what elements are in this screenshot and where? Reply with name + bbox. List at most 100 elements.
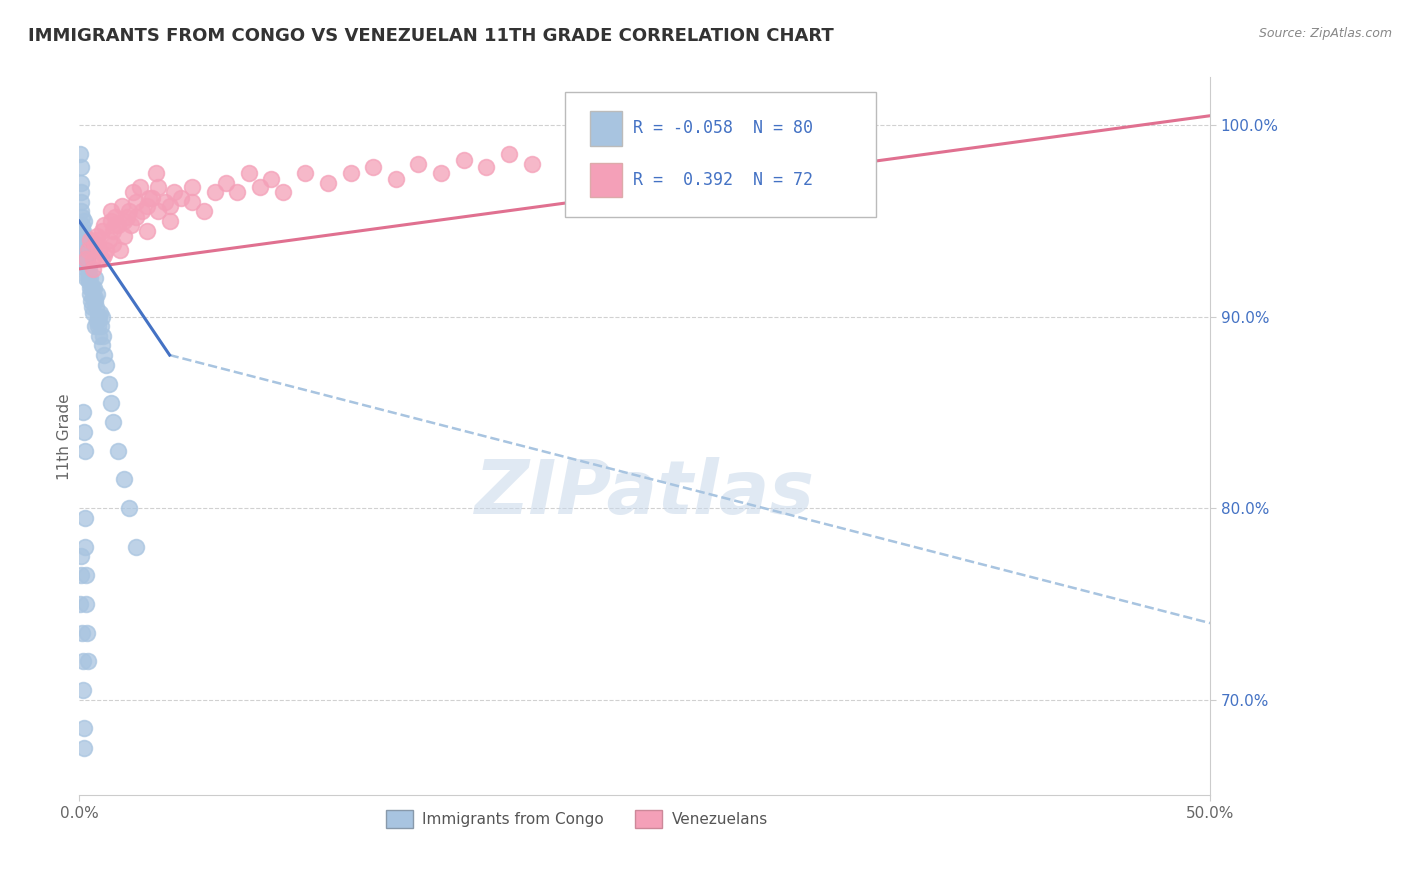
Point (120, 218, 142, 232)
Point (70, 186, 93, 200)
Point (100, 204, 122, 219)
Point (73, 243, 96, 257)
Point (77, 271, 100, 285)
Point (72, 237, 94, 252)
Point (87, 310, 110, 324)
Point (238, 166, 260, 180)
Point (136, 224, 159, 238)
Point (75, 540, 97, 554)
Point (72, 722, 94, 736)
Point (112, 473, 135, 487)
Point (82, 261, 104, 276)
Point (520, 156, 543, 170)
Point (112, 229, 135, 244)
Text: IMMIGRANTS FROM CONGO VS VENEZUELAN 11TH GRADE CORRELATION CHART: IMMIGRANTS FROM CONGO VS VENEZUELAN 11TH… (28, 27, 834, 45)
Point (82, 300, 104, 314)
Point (316, 176, 339, 190)
Point (112, 214, 135, 228)
Point (101, 415, 124, 429)
Point (657, 137, 679, 152)
Point (101, 224, 124, 238)
Point (75, 256, 97, 270)
Point (84, 237, 107, 252)
Point (86, 313, 108, 327)
Point (83, 281, 105, 295)
Point (271, 186, 294, 200)
Point (118, 204, 141, 219)
Point (131, 204, 153, 219)
Point (260, 172, 283, 186)
Legend: Immigrants from Congo, Venezuelans: Immigrants from Congo, Venezuelans (380, 804, 773, 834)
FancyBboxPatch shape (565, 92, 876, 218)
Point (76, 256, 98, 270)
Point (91, 329, 114, 343)
Point (82, 252, 104, 267)
Point (86, 310, 108, 324)
Point (86, 286, 108, 301)
Point (249, 179, 271, 194)
Point (89, 329, 111, 343)
Point (82, 306, 104, 320)
Point (100, 396, 122, 410)
Point (90, 310, 112, 324)
Point (153, 194, 176, 209)
Point (79, 233, 101, 247)
Point (193, 204, 215, 219)
Point (72, 224, 94, 238)
Text: ZIPatlas: ZIPatlas (475, 458, 814, 531)
Point (70, 176, 93, 190)
Point (72, 214, 94, 228)
Point (170, 191, 193, 205)
Point (107, 443, 129, 458)
Point (104, 218, 127, 232)
Point (77, 243, 100, 257)
Point (122, 186, 145, 200)
Point (93, 218, 115, 232)
Point (108, 243, 131, 257)
Point (77, 248, 100, 262)
Point (75, 252, 97, 267)
Point (76, 261, 98, 276)
Point (226, 186, 249, 200)
Point (75, 597, 97, 611)
Point (138, 191, 160, 205)
Point (181, 194, 204, 209)
Point (361, 161, 384, 175)
Point (702, 134, 724, 148)
Point (136, 199, 159, 213)
Point (84, 291, 107, 305)
Point (97, 233, 120, 247)
Point (101, 237, 124, 252)
Point (84, 319, 107, 334)
Point (215, 176, 238, 190)
Point (90, 319, 112, 334)
Point (145, 166, 167, 180)
Point (73, 237, 96, 252)
Point (181, 179, 204, 194)
Point (111, 199, 134, 213)
Point (72, 425, 94, 439)
Point (90, 338, 112, 352)
Point (86, 233, 108, 247)
Point (76, 654, 98, 668)
Point (339, 166, 361, 180)
Point (75, 568, 97, 582)
Point (408, 156, 430, 170)
Point (70, 194, 93, 209)
Point (69, 597, 91, 611)
Text: R = -0.058  N = 80: R = -0.058 N = 80 (633, 120, 813, 137)
Point (104, 210, 127, 224)
Point (159, 214, 181, 228)
Point (86, 229, 108, 244)
Point (75, 261, 97, 276)
Point (72, 243, 94, 257)
Point (129, 179, 152, 194)
Point (82, 291, 104, 305)
Point (79, 281, 101, 295)
FancyBboxPatch shape (591, 112, 621, 145)
Point (76, 243, 98, 257)
Point (453, 153, 475, 167)
Point (294, 166, 316, 180)
Text: R =  0.392  N = 72: R = 0.392 N = 72 (633, 171, 813, 189)
Point (148, 204, 170, 219)
